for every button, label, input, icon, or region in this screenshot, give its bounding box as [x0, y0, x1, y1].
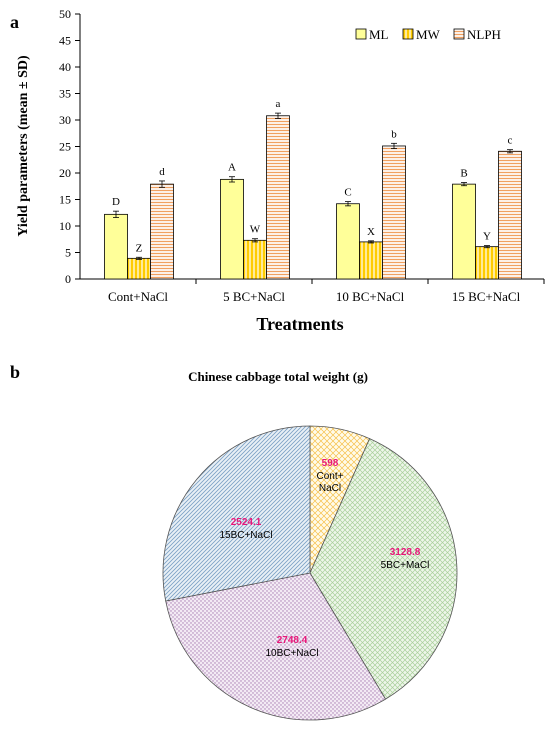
bar-nlph: [266, 115, 290, 280]
bar-nlph: [382, 145, 406, 280]
pie-value-label: 598: [322, 458, 339, 469]
legend-swatch-mw: [402, 28, 414, 40]
panel-b-label: b: [10, 362, 20, 382]
y-tick-label: 5: [65, 246, 71, 260]
panel-a-label: a: [10, 12, 19, 32]
pie-category-label: 5BC+MaCl: [381, 560, 430, 571]
bar-ml: [452, 183, 476, 280]
x-tick-label: 15 BC+NaCl: [452, 289, 521, 304]
x-tick-label: 10 BC+NaCl: [336, 289, 405, 304]
x-tick-label: Cont+NaCl: [108, 289, 168, 304]
y-tick-label: 50: [59, 7, 71, 21]
pie-slice: [162, 425, 311, 602]
pie-category-label: 15BC+NaCl: [219, 530, 272, 541]
significance-letter: A: [228, 162, 236, 174]
significance-letter: W: [250, 224, 261, 236]
bar-mw: [243, 239, 267, 280]
y-tick-label: 30: [59, 113, 71, 127]
significance-letter: Y: [483, 231, 491, 243]
pie-slice: [165, 572, 387, 721]
bar-nlph: [150, 183, 174, 280]
significance-letter: C: [344, 187, 351, 199]
bar-chart: 0 5 10 15 20 25 30 35 40 45 50 Cont+NaCl 5 BC+NaCl 1…: [16, 7, 545, 334]
x-axis-label: Treatments: [256, 314, 343, 334]
legend-swatch-nlph: [453, 28, 465, 40]
significance-letter: c: [508, 135, 513, 147]
bar-mw: [359, 241, 383, 280]
bar-nlph: [498, 150, 522, 280]
pie-value-label: 2524.1: [231, 517, 262, 528]
y-tick-label: 15: [59, 193, 71, 207]
bar-mw: [127, 257, 151, 280]
pie-category-label: 10BC+NaCl: [265, 648, 318, 659]
legend: ML MW NLPH: [355, 27, 501, 42]
significance-letter: b: [391, 128, 397, 140]
bar-mw: [475, 246, 499, 280]
x-tick-label: 5 BC+NaCl: [223, 289, 285, 304]
significance-letter: a: [276, 98, 281, 110]
significance-letter: Z: [136, 242, 143, 254]
pie-title: Chinese cabbage total weight (g): [188, 369, 368, 384]
y-tick-label: 25: [59, 140, 71, 154]
pie-chart: 598 Cont+NaCl 3128.8 5BC+MaCl 2748.4 10BC+NaC…: [162, 425, 458, 721]
pie-category-label: Cont+: [317, 471, 344, 482]
legend-swatch-ml: [355, 28, 367, 40]
significance-letter: X: [367, 226, 375, 238]
significance-letter: B: [460, 168, 467, 180]
significance-letter: d: [159, 166, 165, 178]
y-tick-label: 20: [59, 166, 71, 180]
y-tick-label: 40: [59, 60, 71, 74]
y-tick-label: 0: [65, 272, 71, 286]
legend-label-mw: MW: [416, 27, 441, 42]
pie-value-label: 3128.8: [390, 547, 421, 558]
legend-label-nlph: NLPH: [467, 27, 501, 42]
significance-letter: D: [112, 196, 120, 208]
y-tick-label: 35: [59, 87, 71, 101]
pie-value-label: 2748.4: [277, 635, 308, 646]
bar-ml: [220, 178, 244, 280]
legend-label-ml: ML: [369, 27, 389, 42]
bar-ml: [104, 213, 128, 280]
y-axis-label: Yield parameters (mean ± SD): [16, 55, 31, 237]
y-tick-label: 10: [59, 219, 71, 233]
pie-category-label: NaCl: [319, 483, 341, 494]
y-tick-label: 45: [59, 34, 71, 48]
bar-ml: [336, 203, 360, 280]
